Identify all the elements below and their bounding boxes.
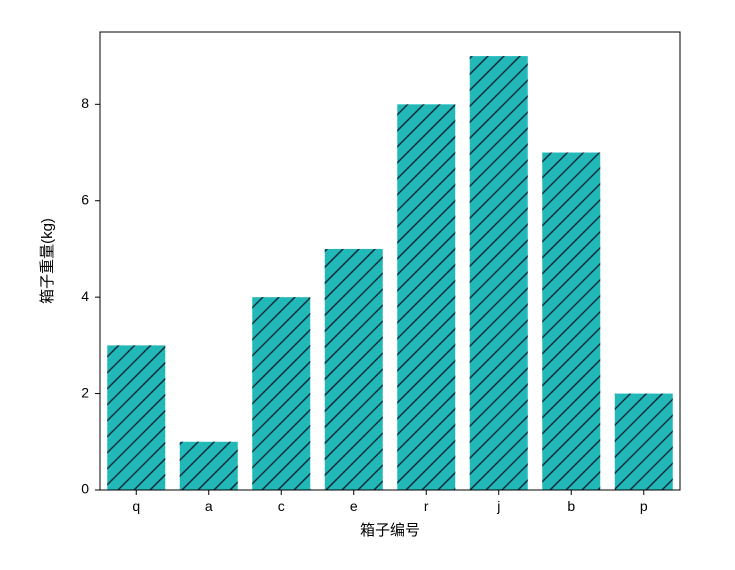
x-tick-label: p xyxy=(640,498,648,514)
y-tick-label: 2 xyxy=(81,384,89,400)
bar-chart: 0 2 4 6 8 q a c e r j b p 箱子编号 箱子重量(kg) xyxy=(0,0,735,570)
y-tick-label: 0 xyxy=(81,481,89,497)
x-tick-label: b xyxy=(567,498,575,514)
y-tick-label: 8 xyxy=(81,95,89,111)
y-tick-label: 4 xyxy=(81,288,89,304)
y-tick-label: 6 xyxy=(81,191,89,207)
x-tick-label: a xyxy=(205,498,213,514)
x-tick-label: j xyxy=(496,498,500,514)
y-axis-label: 箱子重量(kg) xyxy=(39,218,56,304)
chart-container: 0 2 4 6 8 q a c e r j b p 箱子编号 箱子重量(kg) xyxy=(0,0,735,570)
x-tick-label: e xyxy=(350,498,358,514)
x-tick-label: c xyxy=(278,498,285,514)
x-tick-label: q xyxy=(132,498,140,514)
bar xyxy=(325,249,383,490)
x-axis-label: 箱子编号 xyxy=(360,522,420,539)
x-tick-label: r xyxy=(424,498,429,514)
